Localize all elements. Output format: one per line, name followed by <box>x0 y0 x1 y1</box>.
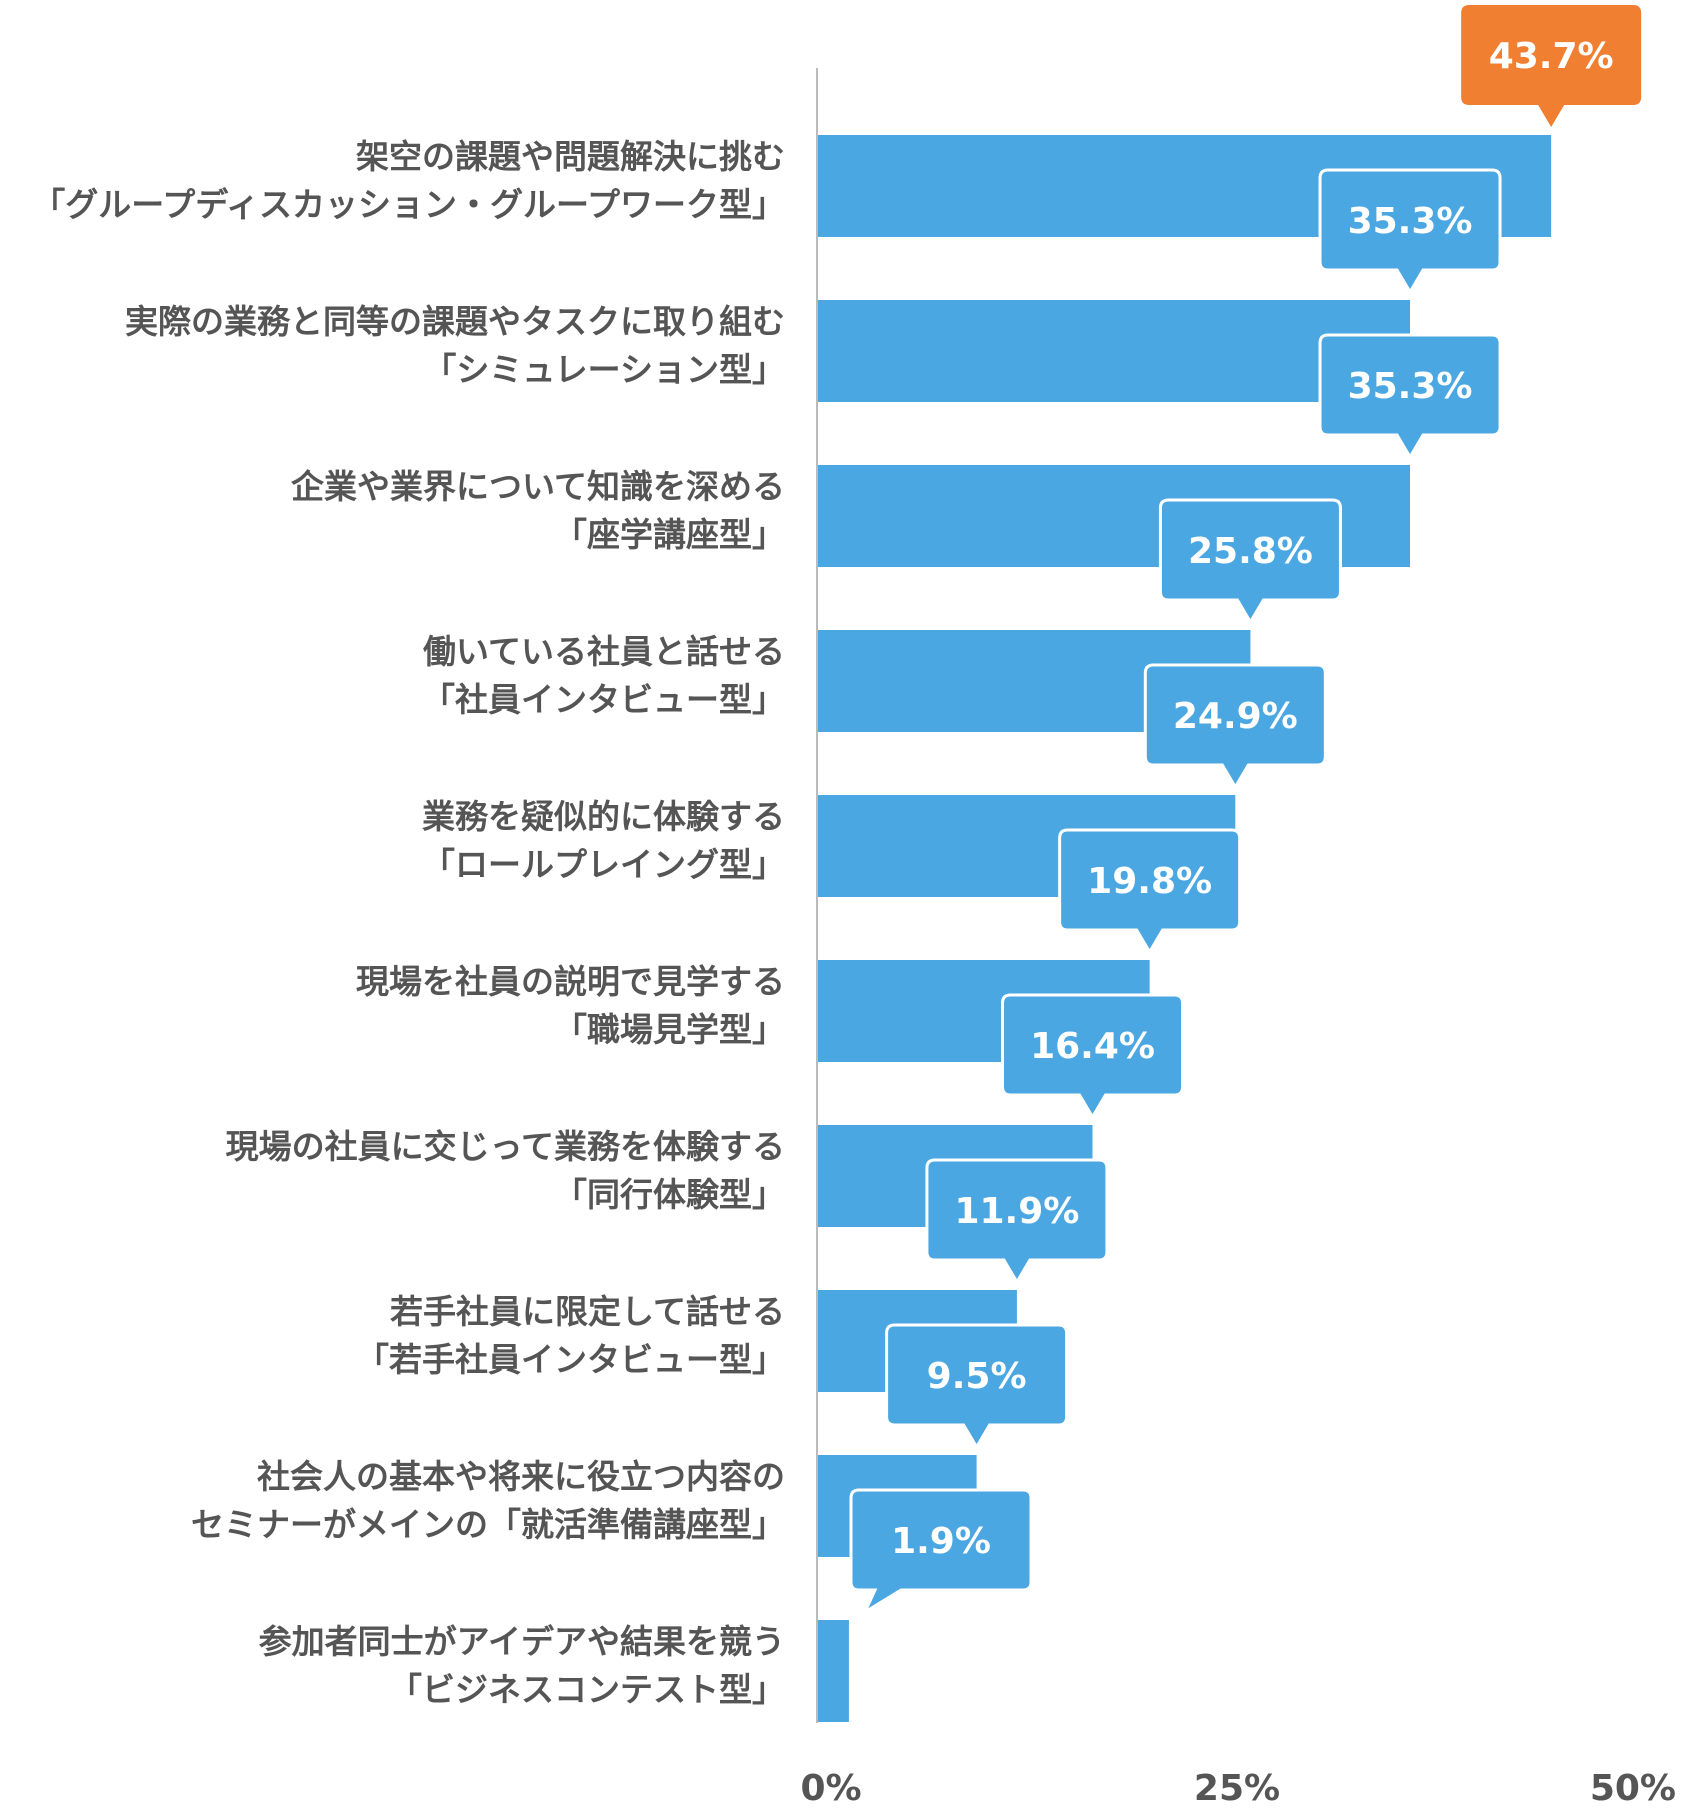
category-label-0-line-1: 「グループディスカッション・グループワーク型」 <box>32 185 785 224</box>
value-callout-9: 1.9% <box>849 1488 1033 1616</box>
x-tick-label-0: 0% <box>800 1768 861 1809</box>
value-label-4: 24.9% <box>1173 696 1298 737</box>
value-label-5: 19.8% <box>1087 861 1212 902</box>
value-label-9: 1.9% <box>891 1521 991 1562</box>
value-callout-box-8 <box>885 1323 1069 1450</box>
value-label-3: 25.8% <box>1188 531 1313 572</box>
value-callout-box-9 <box>849 1488 1033 1616</box>
category-label-1-line-0: 実際の業務と同等の課題やタスクに取り組む <box>125 302 785 341</box>
category-label-9-line-1: 「ビジネスコンテスト型」 <box>389 1670 785 1709</box>
value-label-7: 11.9% <box>954 1191 1079 1232</box>
category-label-5-line-1: 「職場見学型」 <box>554 1010 785 1049</box>
category-label-2-line-0: 企業や業界について知識を深める <box>291 467 785 506</box>
category-label-7-line-0: 若手社員に限定して話せる <box>390 1292 785 1331</box>
value-callout-2: 35.3% <box>1318 333 1502 460</box>
x-tick-label-2: 50% <box>1590 1768 1676 1809</box>
value-label-2: 35.3% <box>1348 366 1473 407</box>
value-callout-6: 16.4% <box>1001 993 1185 1120</box>
category-label-4-line-1: 「ロールプレイング型」 <box>422 845 785 884</box>
category-labels-layer: 架空の課題や問題解決に挑む「グループディスカッション・グループワーク型」実際の業… <box>32 137 785 1709</box>
value-label-0: 43.7% <box>1489 36 1614 77</box>
value-callout-1: 35.3% <box>1318 168 1502 295</box>
category-label-3-line-1: 「社員インタビュー型」 <box>422 680 785 719</box>
value-callout-box-0 <box>1461 5 1642 127</box>
value-callout-7: 11.9% <box>925 1158 1109 1285</box>
category-label-5-line-0: 現場を社員の説明で見学する <box>356 962 785 1001</box>
value-callout-8: 9.5% <box>885 1323 1069 1450</box>
bar-1 <box>817 300 1411 402</box>
category-label-8-line-0: 社会人の基本や将来に役立つ内容の <box>257 1457 785 1496</box>
value-callout-box-6 <box>1001 993 1185 1120</box>
category-label-4-line-0: 業務を疑似的に体験する <box>422 797 785 836</box>
value-label-6: 16.4% <box>1030 1026 1155 1067</box>
category-label-0-line-0: 架空の課題や問題解決に挑む <box>356 137 785 176</box>
category-label-1-line-1: 「シミュレーション型」 <box>423 350 785 389</box>
value-callout-box-4 <box>1143 663 1327 790</box>
value-callout-4: 24.9% <box>1143 663 1327 790</box>
category-label-6-line-1: 「同行体験型」 <box>554 1175 785 1214</box>
category-label-7-line-1: 「若手社員インタビュー型」 <box>356 1340 785 1379</box>
category-label-8-line-1: セミナーがメインの「就活準備講座型」 <box>191 1505 785 1544</box>
value-callout-box-2 <box>1318 333 1502 460</box>
x-axis-ticks-layer: 0% 25% 50% <box>800 1768 1676 1809</box>
value-callout-box-3 <box>1158 498 1342 625</box>
value-callout-box-1 <box>1318 168 1502 295</box>
value-label-1: 35.3% <box>1348 201 1473 242</box>
x-tick-label-1: 25% <box>1194 1768 1280 1809</box>
value-callout-5: 19.8% <box>1058 828 1242 955</box>
value-callout-box-7 <box>925 1158 1109 1285</box>
bar-9 <box>817 1620 849 1722</box>
value-callout-box-5 <box>1058 828 1242 955</box>
category-label-9-line-0: 参加者同士がアイデアや結果を競う <box>259 1622 785 1661</box>
value-callout-0: 43.7% <box>1461 5 1642 127</box>
category-label-2-line-1: 「座学講座型」 <box>554 515 785 554</box>
value-callouts-layer: 43.7% 35.3% 35.3% 25.8% 24.9% 19.8% 16.4% 11.9%… <box>849 5 1642 1616</box>
value-label-8: 9.5% <box>927 1356 1027 1397</box>
category-label-3-line-0: 働いている社員と話せる <box>423 632 785 671</box>
category-label-6-line-0: 現場の社員に交じって業務を体験する <box>226 1127 785 1166</box>
value-callout-3: 25.8% <box>1158 498 1342 625</box>
